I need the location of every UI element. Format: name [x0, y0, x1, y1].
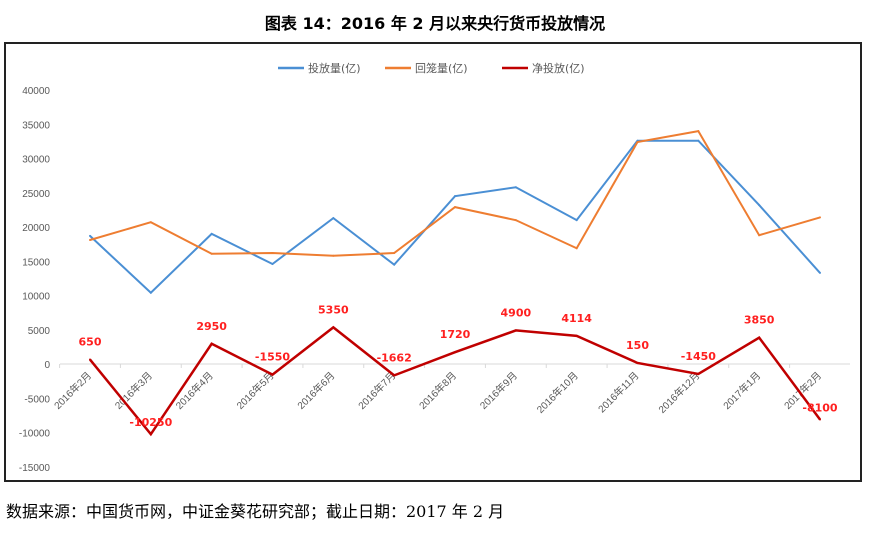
data-point: [819, 216, 821, 219]
data-point: [271, 252, 274, 255]
x-tick-label: 2016年9月: [477, 369, 520, 412]
data-point: [454, 351, 456, 354]
x-tick-label: 2016年7月: [355, 369, 398, 412]
data-point: [758, 336, 761, 339]
data-point: [89, 234, 91, 237]
x-tick-label: 2016年6月: [294, 369, 337, 412]
data-point: [758, 204, 761, 207]
data-point: [758, 234, 761, 237]
data-label: -8100: [802, 401, 838, 414]
data-point: [149, 221, 152, 224]
x-tick-label: 2016年3月: [112, 369, 155, 412]
data-point: [514, 186, 517, 189]
data-point: [454, 206, 456, 209]
data-label: 3850: [744, 314, 775, 327]
legend-label: 净投放(亿): [532, 61, 585, 75]
y-tick-label: 40000: [22, 86, 50, 97]
data-point: [393, 374, 396, 377]
data-label: 4114: [561, 312, 592, 325]
data-point: [514, 219, 517, 222]
data-point: [575, 247, 578, 250]
data-point: [454, 195, 456, 198]
legend-label: 回笼量(亿): [415, 61, 468, 75]
x-tick-label: 2016年8月: [416, 369, 459, 412]
data-point: [575, 334, 578, 337]
data-point: [149, 291, 152, 294]
y-tick-label: 10000: [22, 292, 50, 303]
data-point: [514, 329, 517, 332]
chart-frame: [4, 42, 862, 482]
data-point: [819, 271, 821, 274]
data-point: [332, 326, 335, 329]
y-tick-label: 0: [44, 360, 50, 371]
source-note: 数据来源：中国货币网，中证金葵花研究部；截止日期：2017 年 2 月: [6, 502, 505, 521]
y-tick-label: 35000: [22, 120, 50, 131]
x-tick-label: 2017年1月: [720, 369, 763, 412]
y-tick-label: -5000: [24, 394, 50, 405]
series-line-0: [89, 139, 821, 295]
data-label: -1662: [377, 351, 412, 364]
x-tick-label: 2016年5月: [234, 369, 277, 412]
data-point: [271, 262, 274, 265]
y-tick-label: 30000: [22, 155, 50, 166]
data-label: 2950: [196, 320, 227, 333]
data-point: [210, 232, 213, 235]
y-tick-label: 15000: [22, 257, 50, 268]
data-label: -1450: [681, 350, 717, 363]
data-point: [210, 342, 213, 345]
x-tick-label: 2016年10月: [534, 369, 581, 416]
data-point: [332, 254, 335, 257]
chart-title: 图表 14：2016 年 2 月以来央行货币投放情况: [264, 14, 606, 33]
data-label: -1550: [255, 351, 291, 364]
data-point: [636, 361, 639, 364]
x-tick-label: 2016年11月: [595, 369, 641, 415]
data-label: 1720: [440, 328, 471, 341]
data-point: [636, 141, 639, 144]
data-label: 5350: [318, 303, 349, 316]
data-point: [819, 418, 821, 421]
y-tick-label: -15000: [19, 463, 51, 474]
data-point: [697, 139, 700, 142]
data-point: [271, 373, 274, 376]
x-tick-label: 2016年2月: [51, 369, 94, 412]
y-tick-label: -10000: [19, 429, 51, 440]
data-point: [89, 358, 91, 361]
data-label: 650: [79, 336, 102, 349]
series-line-1: [89, 129, 821, 257]
data-point: [575, 219, 578, 222]
data-point: [332, 217, 335, 220]
legend-label: 投放量(亿): [308, 61, 361, 75]
y-tick-label: 5000: [28, 326, 51, 337]
data-point: [393, 263, 396, 266]
x-tick-label: 2016年12月: [656, 369, 703, 416]
data-point: [393, 252, 396, 255]
y-tick-label: 25000: [22, 189, 50, 200]
data-label: -10250: [129, 416, 172, 429]
data-point: [210, 252, 213, 255]
data-label: 150: [626, 339, 649, 352]
data-point: [697, 372, 700, 375]
y-tick-label: 20000: [22, 223, 50, 234]
data-point: [149, 433, 152, 436]
data-point: [89, 239, 91, 242]
data-label: 4900: [501, 306, 532, 319]
data-point: [697, 130, 700, 133]
